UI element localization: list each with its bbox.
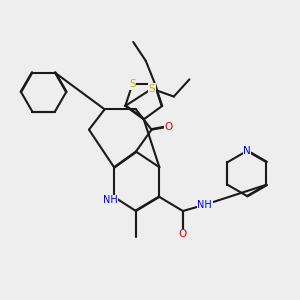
Text: NH: NH — [103, 195, 118, 205]
Text: S: S — [148, 84, 155, 94]
Text: N: N — [243, 146, 251, 156]
Text: O: O — [179, 230, 187, 239]
Text: NH: NH — [197, 200, 212, 210]
Text: O: O — [165, 122, 173, 131]
Text: S: S — [129, 79, 136, 89]
